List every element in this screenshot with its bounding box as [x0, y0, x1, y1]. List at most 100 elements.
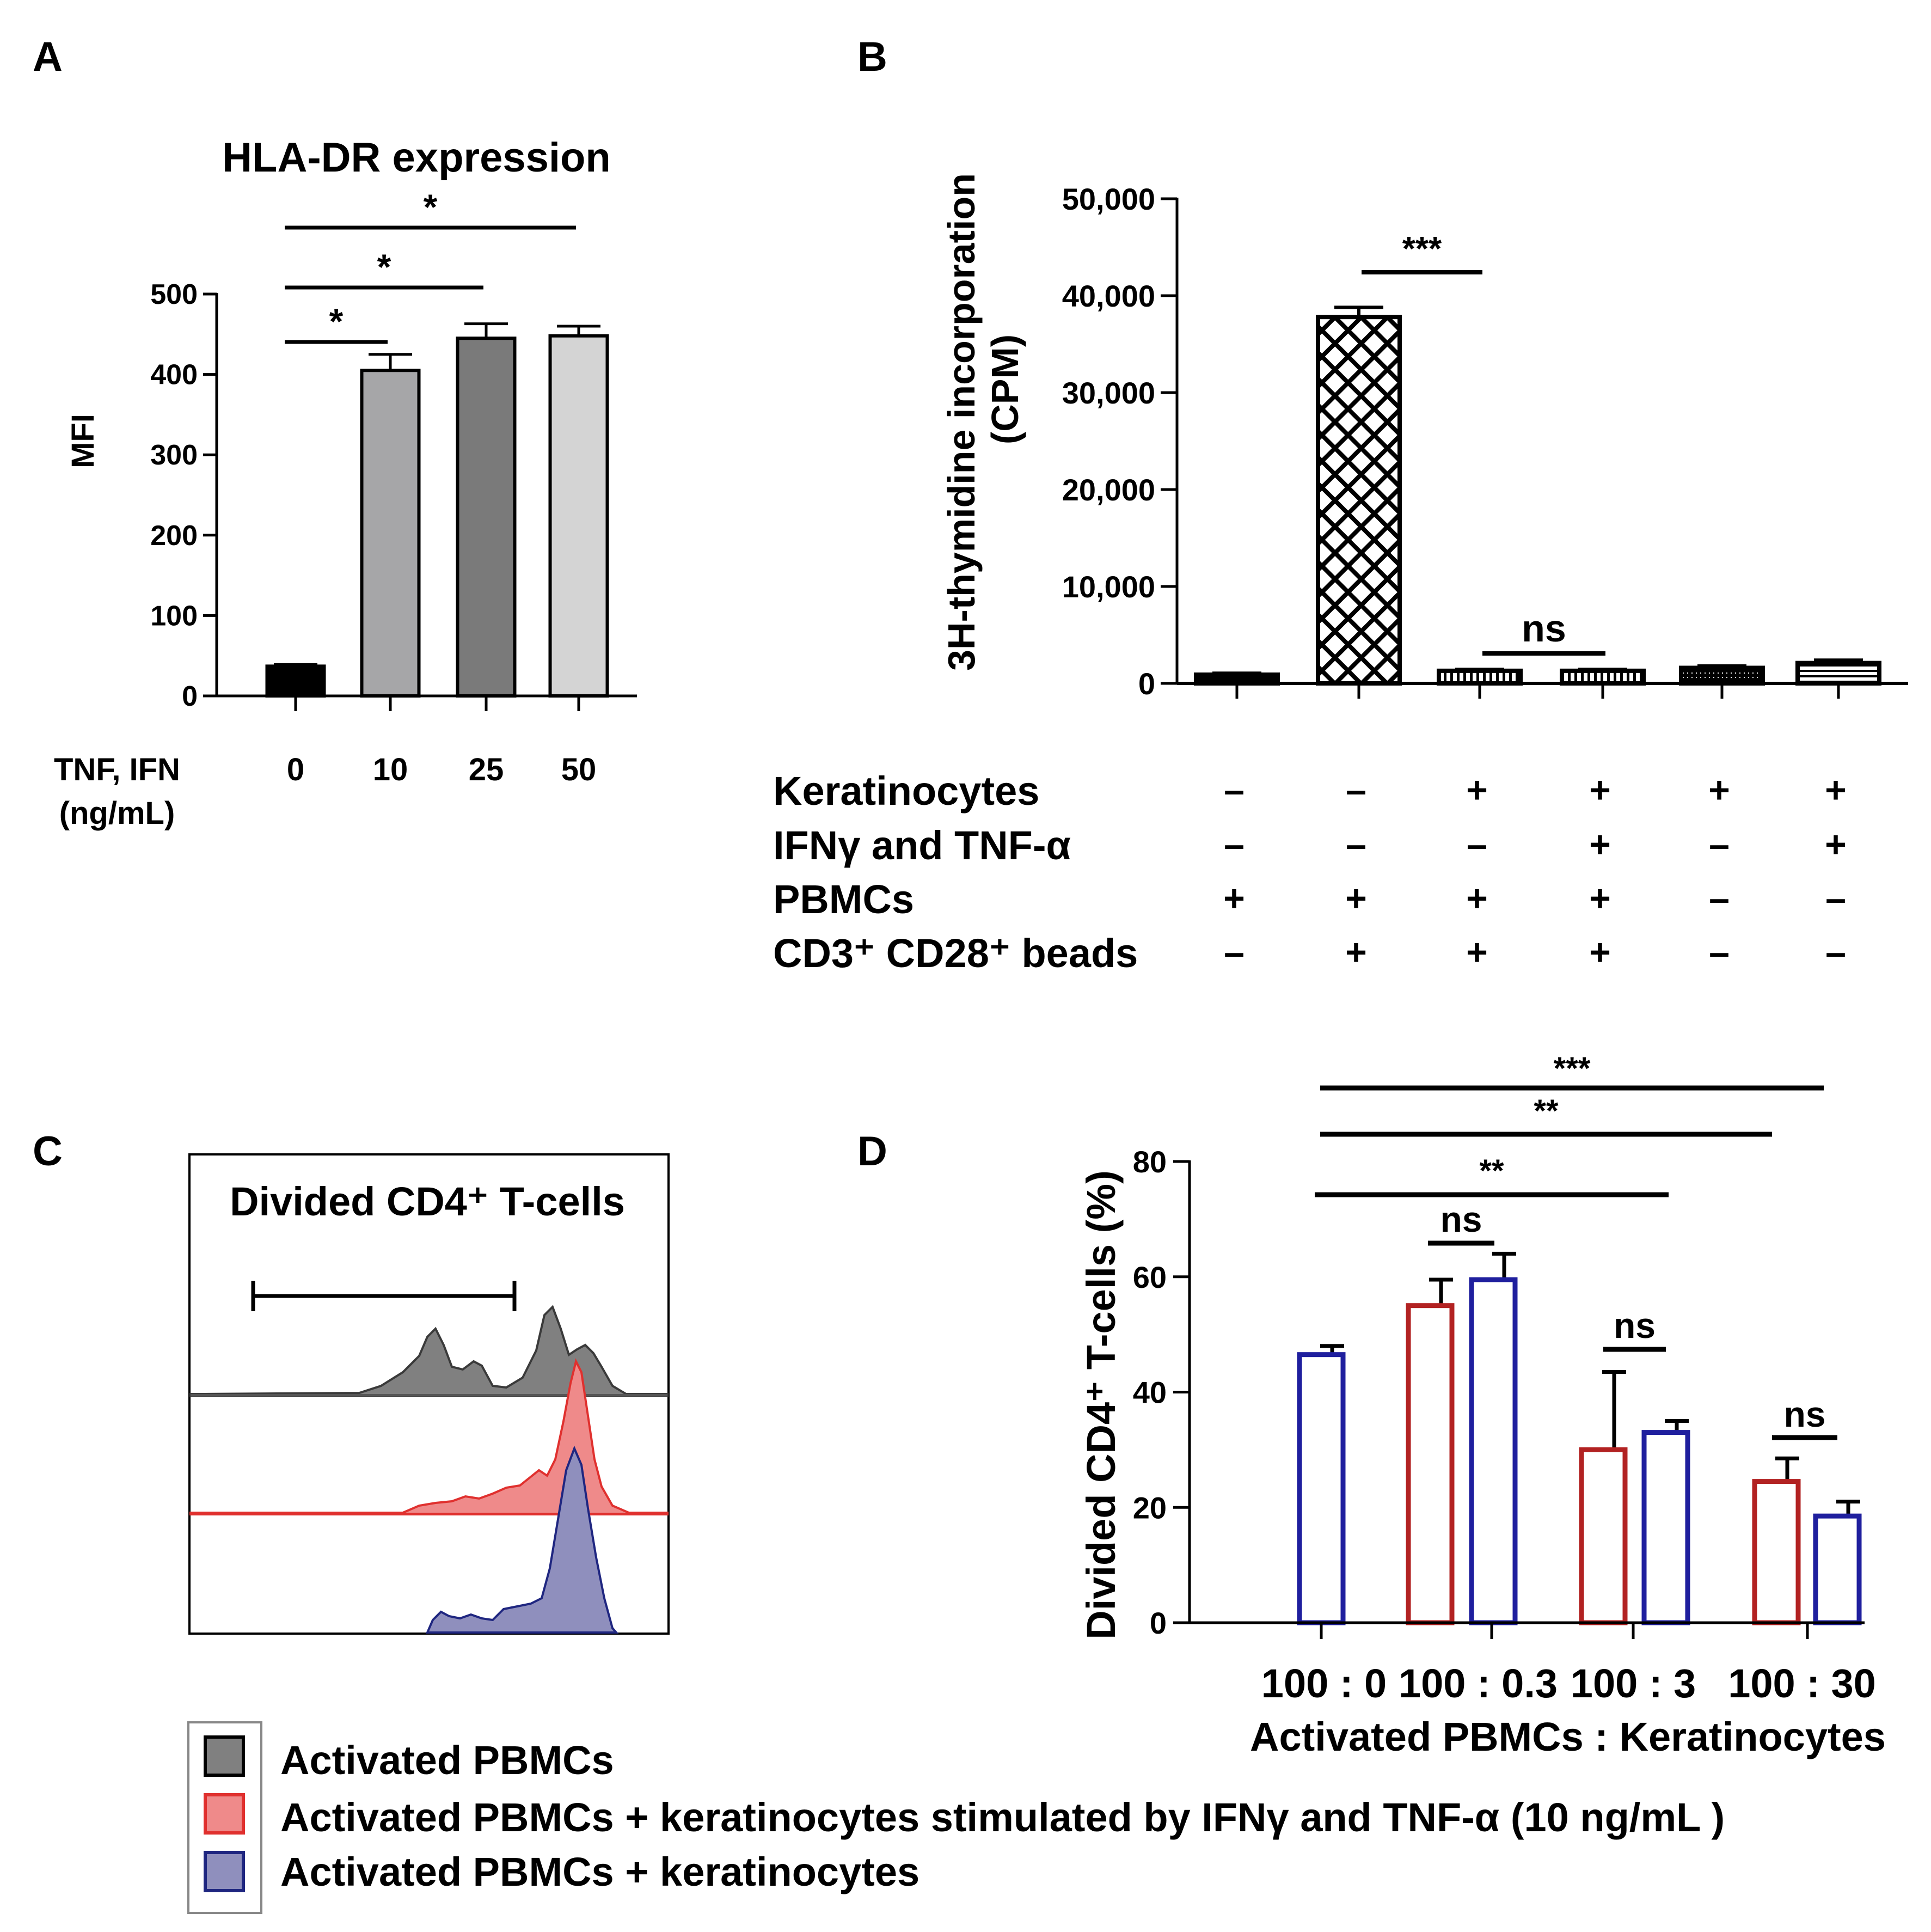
legend-frame: [187, 1721, 262, 1914]
a-sig-label: *: [329, 301, 344, 341]
b-bar: [1560, 668, 1646, 686]
legend-swatch-keratinocytes-stimulated: [204, 1793, 245, 1835]
b-condition-sign: –: [1346, 769, 1366, 811]
panel-a-xlabel-line1: TNF, IFN: [54, 752, 180, 787]
panel-b-significance: *** ns: [1362, 230, 1605, 656]
panel-a-title: HLA-DR expression: [222, 134, 611, 181]
panel-a-significance: * * *: [285, 187, 576, 344]
panel-a-bars: [265, 322, 609, 698]
b-y-tick-label: 10,000: [1062, 570, 1155, 604]
a-x-tick-label: 50: [561, 752, 597, 787]
d-y-tick-label: 20: [1133, 1490, 1167, 1525]
legend-item-keratinocytes-stimulated: Activated PBMCs + keratinocytes stimulat…: [204, 1793, 1725, 1840]
panel-b-bars: [1194, 305, 1881, 686]
a-bar: [548, 334, 609, 698]
a-sig-label: *: [377, 247, 391, 287]
d-bar: [1297, 1352, 1346, 1625]
a-sig-label: *: [424, 187, 438, 227]
b-condition-sign: –: [1825, 932, 1846, 973]
b-condition-sign: +: [1466, 932, 1488, 973]
panel-c-gate-marker: [251, 1281, 517, 1311]
legend-item-keratinocytes: Activated PBMCs + keratinocytes: [204, 1849, 919, 1894]
d-sig-label: ns: [1783, 1394, 1825, 1434]
b-y-tick-label: 20,000: [1062, 473, 1155, 507]
d-x-tick-label: 100 : 3: [1571, 1661, 1696, 1706]
panel-letter-d: D: [857, 1128, 887, 1175]
panel-b-ylabel: 3H-thymidine incorporation: [940, 173, 983, 671]
b-condition-sign: –: [1709, 878, 1730, 919]
b-condition-sign: +: [1708, 769, 1730, 811]
d-sig-label: **: [1534, 1093, 1559, 1129]
b-condition-sign: +: [1589, 878, 1611, 919]
b-condition-sign: +: [1589, 769, 1611, 811]
b-condition-sign: –: [1224, 932, 1245, 973]
d-x-tick-label: 100 : 30: [1728, 1661, 1876, 1706]
b-condition-sign: –: [1346, 824, 1366, 865]
b-condition-sign: –: [1709, 932, 1730, 973]
histogram-keratinocytes: [425, 1445, 619, 1634]
b-condition-sign: –: [1709, 824, 1730, 865]
d-bar: [1579, 1447, 1628, 1625]
panel-letter-a: A: [33, 34, 63, 80]
panel-c-histogram: Divided CD4⁺ T-cells: [188, 1153, 670, 1635]
b-y-tick-label: 0: [1138, 667, 1155, 701]
d-y-tick-label: 40: [1133, 1375, 1167, 1410]
b-bar: [1437, 668, 1523, 686]
b-bar: [1316, 315, 1402, 686]
a-y-tick-label: 0: [182, 681, 198, 712]
a-y-tick-label: 400: [150, 359, 198, 391]
d-sig-label: **: [1479, 1153, 1504, 1189]
d-x-tick-label: 100 : 0.3: [1399, 1661, 1558, 1706]
b-condition-label: PBMCs: [773, 877, 914, 922]
legend: Activated PBMCs Activated PBMCs + kerati…: [187, 1721, 1725, 1914]
panel-b-thymidine-chart: 3H-thymidine incorporation (CPM) 0 10,000…: [773, 173, 1908, 976]
d-sig-label: ns: [1614, 1305, 1656, 1346]
b-condition-sign: +: [1466, 878, 1488, 919]
b-y-tick-label: 50,000: [1062, 182, 1155, 216]
panel-c-title: Divided CD4⁺ T-cells: [230, 1179, 625, 1224]
a-bar: [265, 664, 326, 698]
b-condition-sign: +: [1825, 769, 1847, 811]
panel-d-xlabel: Activated PBMCs : Keratinocytes: [1250, 1714, 1886, 1759]
b-sig-label: ns: [1522, 607, 1566, 650]
b-condition-sign: +: [1466, 769, 1488, 811]
d-sig-label: ns: [1440, 1199, 1482, 1239]
b-y-tick-label: 30,000: [1062, 376, 1155, 410]
legend-swatch-keratinocytes: [204, 1851, 245, 1892]
b-condition-sign: –: [1224, 824, 1245, 865]
legend-item-activated-pbmcs: Activated PBMCs: [204, 1735, 614, 1783]
b-condition-sign: +: [1589, 932, 1611, 973]
d-y-tick-label: 0: [1150, 1606, 1167, 1640]
b-condition-sign: +: [1825, 824, 1847, 865]
b-bar: [1795, 661, 1881, 686]
b-y-tick-label: 40,000: [1062, 279, 1155, 313]
panel-b-y-axis: 0 10,000 20,000 30,000 40,000 50,000: [1062, 182, 1908, 701]
d-sig-label: ***: [1554, 1051, 1591, 1086]
b-condition-label: IFNγ and TNF-α: [773, 823, 1071, 868]
b-condition-sign: +: [1345, 878, 1367, 919]
b-condition-sign: +: [1223, 878, 1245, 919]
d-bar: [1813, 1513, 1862, 1625]
a-x-tick-label: 0: [287, 752, 304, 787]
b-condition-sign: –: [1224, 769, 1245, 811]
a-y-tick-label: 100: [150, 600, 198, 632]
a-y-tick-label: 500: [150, 279, 198, 310]
b-condition-label: Keratinocytes: [773, 768, 1039, 814]
a-y-tick-label: 200: [150, 520, 198, 552]
panel-d-x-axis: 100 : 0 100 : 0.3 100 : 3 100 : 30: [1190, 1621, 1876, 1706]
a-bar: [360, 369, 421, 698]
panel-d-y-axis: 0 20 40 60 80: [1133, 1145, 1191, 1640]
d-y-tick-label: 80: [1133, 1145, 1167, 1179]
d-bar: [1406, 1303, 1455, 1625]
b-condition-sign: –: [1825, 878, 1846, 919]
b-bar: [1679, 665, 1765, 686]
a-bar: [456, 337, 517, 698]
b-condition-sign: +: [1589, 824, 1611, 865]
b-sig-label: ***: [1402, 230, 1442, 268]
a-y-tick-label: 300: [150, 439, 198, 471]
panel-d-ylabel: Divided CD4⁺ T-cells (%): [1078, 1170, 1124, 1639]
panel-a-ylabel: MFI: [65, 414, 101, 468]
